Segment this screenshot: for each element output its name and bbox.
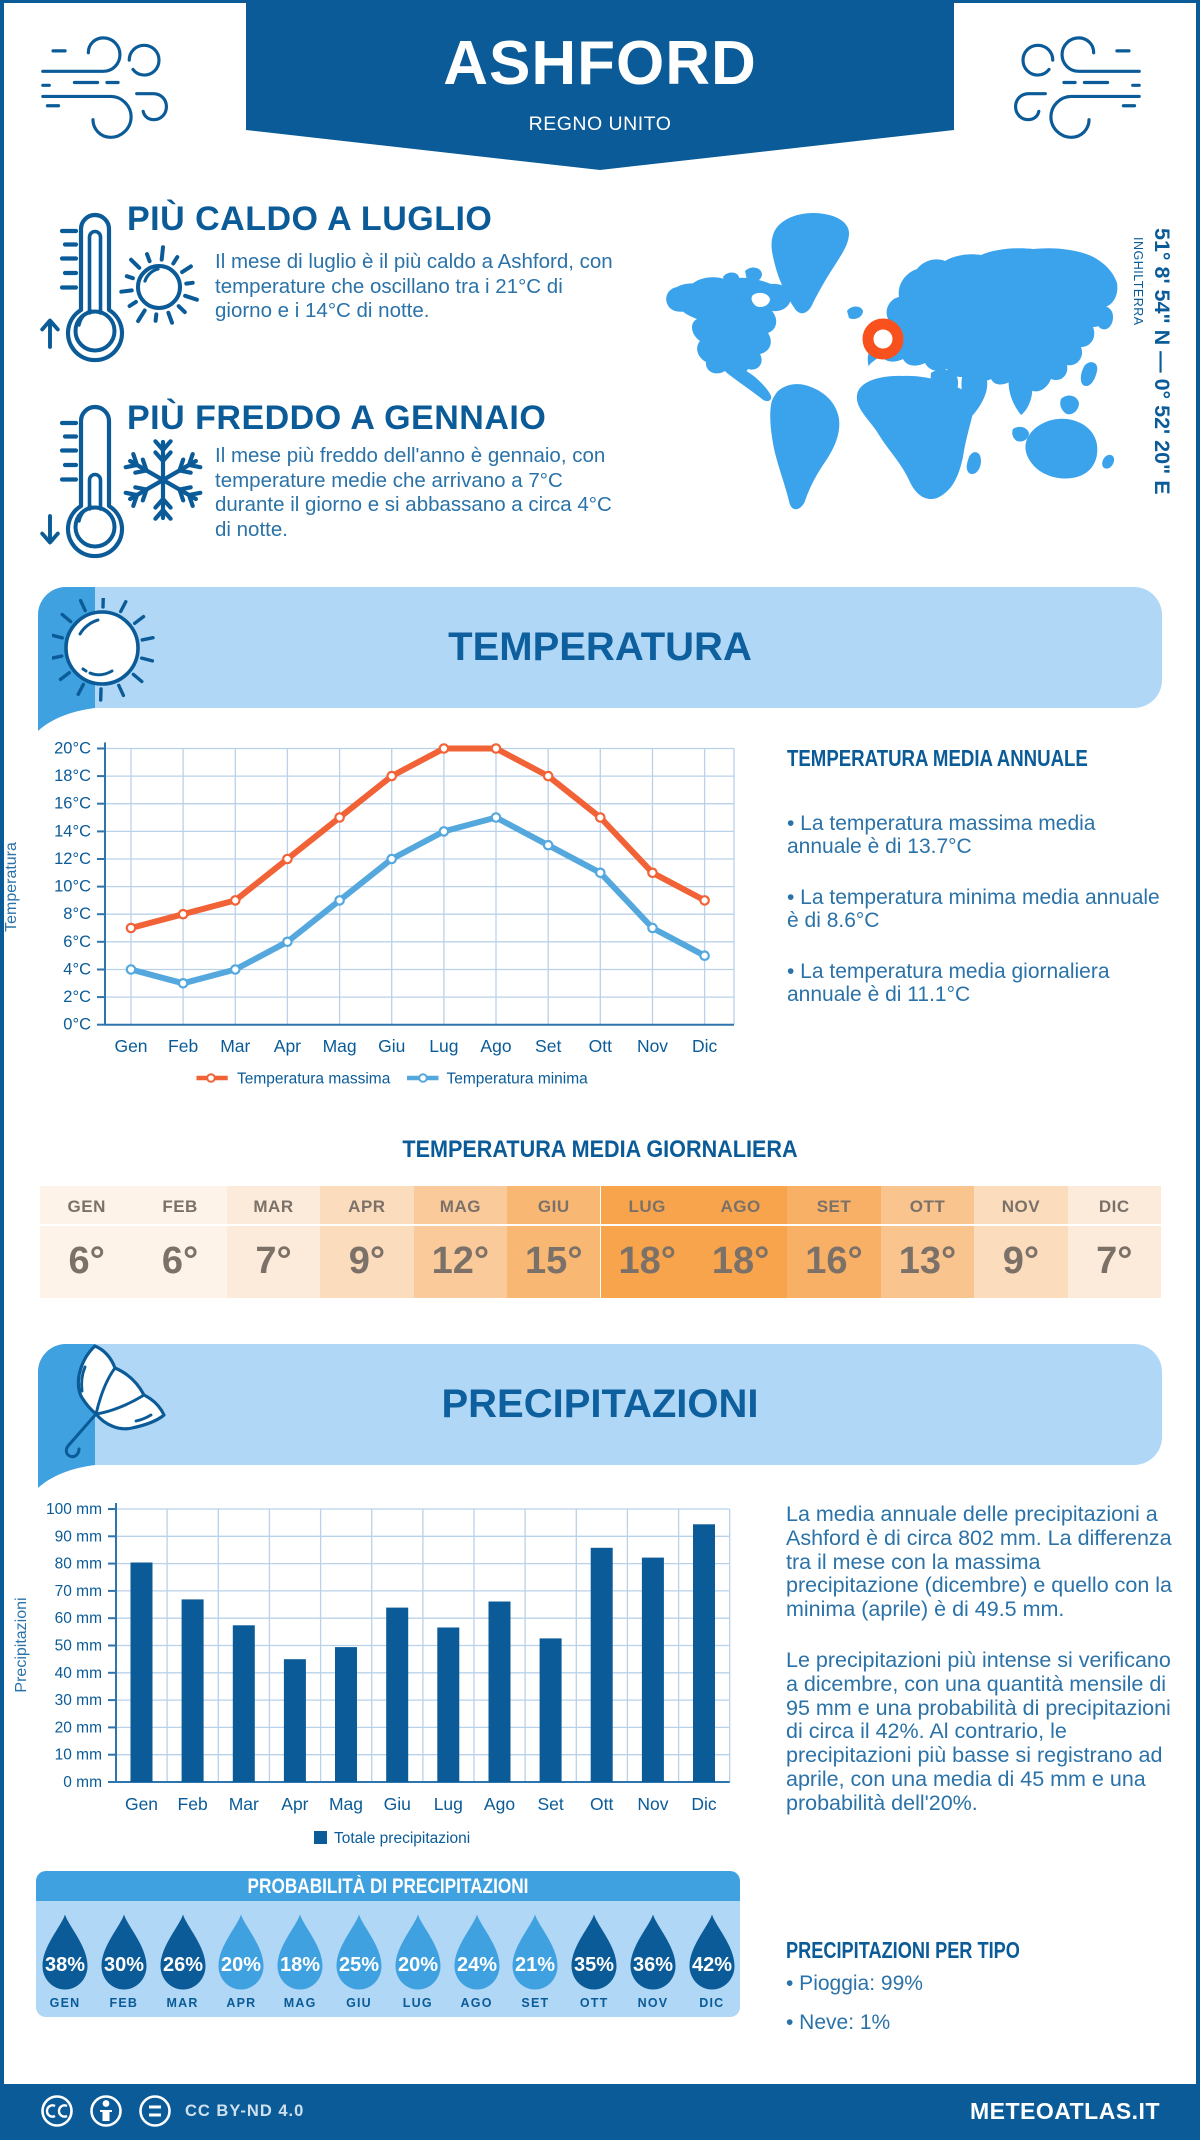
svg-text:8°C: 8°C bbox=[63, 905, 91, 923]
svg-text:12°C: 12°C bbox=[54, 850, 91, 868]
svg-text:90 mm: 90 mm bbox=[55, 1528, 102, 1545]
svg-text:Totale precipitazioni: Totale precipitazioni bbox=[334, 1830, 470, 1847]
svg-text:Ott: Ott bbox=[589, 1036, 612, 1056]
svg-text:20%: 20% bbox=[398, 1954, 438, 1976]
svg-text:4°C: 4°C bbox=[63, 961, 91, 979]
svg-text:20%: 20% bbox=[221, 1954, 261, 1976]
svg-text:Feb: Feb bbox=[168, 1036, 198, 1056]
svg-text:Dic: Dic bbox=[691, 1794, 717, 1814]
svg-text:Mar: Mar bbox=[229, 1794, 259, 1814]
svg-text:40 mm: 40 mm bbox=[55, 1665, 102, 1682]
svg-text:10°C: 10°C bbox=[54, 878, 91, 896]
svg-text:Set: Set bbox=[535, 1036, 561, 1056]
svg-text:36%: 36% bbox=[633, 1954, 673, 1976]
svg-text:Mar: Mar bbox=[220, 1036, 250, 1056]
svg-text:Nov: Nov bbox=[637, 1794, 668, 1814]
svg-text:Nov: Nov bbox=[637, 1036, 668, 1056]
svg-text:Set: Set bbox=[537, 1794, 563, 1814]
svg-text:38%: 38% bbox=[45, 1954, 85, 1976]
svg-text:70 mm: 70 mm bbox=[55, 1583, 102, 1600]
svg-text:Temperatura massima: Temperatura massima bbox=[237, 1071, 391, 1088]
svg-text:21%: 21% bbox=[515, 1954, 555, 1976]
svg-text:24%: 24% bbox=[457, 1954, 497, 1976]
svg-text:Ago: Ago bbox=[480, 1036, 511, 1056]
svg-text:Ago: Ago bbox=[484, 1794, 515, 1814]
svg-text:26%: 26% bbox=[163, 1954, 203, 1976]
svg-text:20 mm: 20 mm bbox=[55, 1719, 102, 1736]
svg-text:18%: 18% bbox=[280, 1954, 320, 1976]
svg-text:Apr: Apr bbox=[274, 1036, 301, 1056]
svg-text:14°C: 14°C bbox=[54, 822, 91, 840]
svg-text:30%: 30% bbox=[104, 1954, 144, 1976]
svg-text:Lug: Lug bbox=[434, 1794, 463, 1814]
svg-text:20°C: 20°C bbox=[54, 740, 91, 758]
svg-text:2°C: 2°C bbox=[63, 988, 91, 1006]
svg-text:80 mm: 80 mm bbox=[55, 1556, 102, 1573]
svg-text:Apr: Apr bbox=[281, 1794, 308, 1814]
svg-text:100 mm: 100 mm bbox=[46, 1501, 102, 1518]
svg-text:Temperatura: Temperatura bbox=[3, 842, 20, 932]
svg-text:35%: 35% bbox=[574, 1954, 614, 1976]
svg-text:Temperatura minima: Temperatura minima bbox=[447, 1071, 589, 1088]
svg-text:Giu: Giu bbox=[384, 1794, 411, 1814]
svg-text:Mag: Mag bbox=[329, 1794, 363, 1814]
svg-text:18°C: 18°C bbox=[54, 767, 91, 785]
svg-text:Gen: Gen bbox=[114, 1036, 147, 1056]
svg-text:50 mm: 50 mm bbox=[55, 1638, 102, 1655]
svg-text:Precipitazioni: Precipitazioni bbox=[13, 1597, 30, 1692]
svg-text:Gen: Gen bbox=[125, 1794, 158, 1814]
svg-text:Giu: Giu bbox=[378, 1036, 405, 1056]
svg-text:Ott: Ott bbox=[590, 1794, 613, 1814]
svg-text:Feb: Feb bbox=[178, 1794, 208, 1814]
svg-text:51° 8' 54" N — 0° 52' 20" E: 51° 8' 54" N — 0° 52' 20" E bbox=[1150, 228, 1174, 495]
svg-text:Lug: Lug bbox=[429, 1036, 458, 1056]
svg-text:Dic: Dic bbox=[692, 1036, 718, 1056]
svg-text:INGHILTERRA: INGHILTERRA bbox=[1131, 237, 1145, 326]
svg-text:16°C: 16°C bbox=[54, 795, 91, 813]
svg-text:0°C: 0°C bbox=[63, 1016, 91, 1034]
svg-text:Mag: Mag bbox=[323, 1036, 357, 1056]
svg-text:6°C: 6°C bbox=[63, 933, 91, 951]
svg-text:60 mm: 60 mm bbox=[55, 1610, 102, 1627]
svg-text:0 mm: 0 mm bbox=[63, 1774, 102, 1791]
svg-text:30 mm: 30 mm bbox=[55, 1692, 102, 1709]
svg-text:42%: 42% bbox=[692, 1954, 732, 1976]
svg-text:10 mm: 10 mm bbox=[55, 1747, 102, 1764]
svg-text:25%: 25% bbox=[339, 1954, 379, 1976]
